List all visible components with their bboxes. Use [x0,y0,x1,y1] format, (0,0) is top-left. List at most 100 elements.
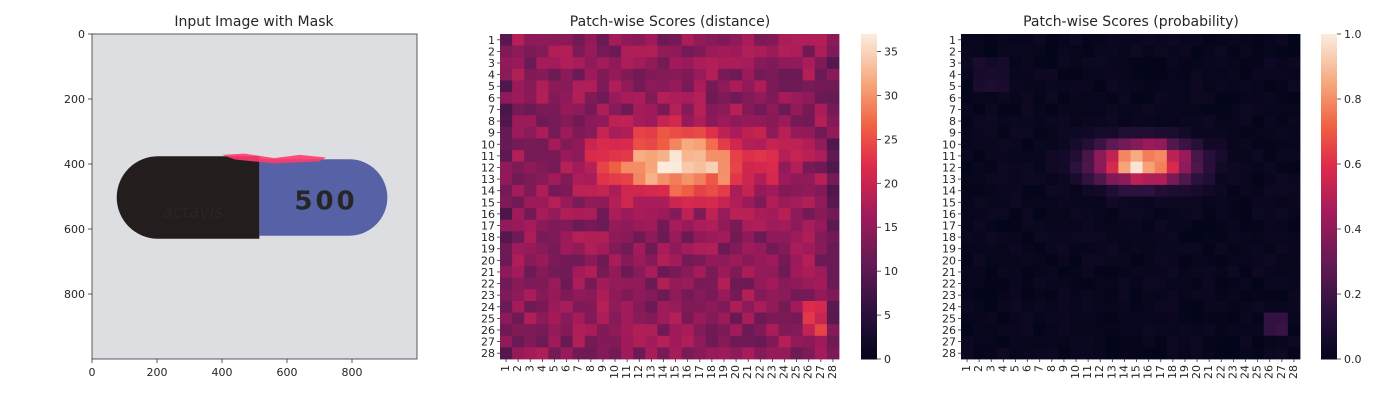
colorbar-segment [1321,199,1337,204]
colorbar-tick-label: 25 [884,133,898,146]
heatmap-cell [1057,92,1071,105]
heatmap-cell [1287,45,1301,58]
heatmap-cell [536,231,549,244]
heatmap-cell [814,347,828,360]
heatmap-cell [961,68,974,81]
heatmap-cell [596,173,610,186]
heatmap-cell [560,347,574,360]
heatmap-cell [985,196,998,209]
heatmap-cell [608,231,622,244]
heatmap-cell [1203,150,1216,163]
heatmap-cell [730,103,743,116]
heatmap-cell [1154,335,1168,348]
heatmap-cell [961,196,974,209]
heatmap-cell [1263,242,1277,255]
heatmap-cell [1287,242,1301,255]
heatmap-cell [1203,115,1216,128]
heatmap-cell [621,219,634,232]
heatmap-cell [754,45,767,58]
heatmap-cell [1166,80,1180,93]
heatmap-cell [1057,80,1071,93]
heatmap-cell [973,231,986,244]
heatmap-cell [1106,184,1119,197]
panel-title-input-image: Input Image with Mask [174,14,334,30]
heatmap-cell [572,324,586,337]
heatmap-cell [633,173,646,186]
heatmap-cell [1106,335,1119,348]
heatmap-cell [742,277,755,290]
heatmap-cell [1227,347,1240,360]
heatmap-cell [826,277,840,290]
heatmap-cell [1118,150,1131,163]
y-tick-label: 200 [64,93,85,106]
heatmap-cell [1033,196,1047,209]
x-tick-label: 5 [1008,365,1021,372]
heatmap-cell [1069,161,1083,174]
colorbar-segment [861,154,877,158]
x-tick-label: 20 [729,365,742,379]
heatmap-cell [766,115,779,128]
heatmap-cell [1215,80,1228,93]
heatmap-cell [645,300,658,313]
heatmap-cell [1094,300,1107,313]
heatmap-cell [1142,300,1156,313]
colorbar-segment [861,320,877,324]
heatmap-cell [1094,347,1107,360]
heatmap-cell [1239,289,1252,302]
heatmap-cell [1057,219,1071,232]
heatmap-cell [560,57,574,70]
colorbar-tick-label: 35 [884,46,898,59]
heatmap-cell [572,231,586,244]
heatmap-cell [1239,266,1252,279]
heatmap-cell [705,324,719,337]
heatmap-cell [1045,324,1059,337]
heatmap-cell [1021,138,1035,151]
heatmap-cell [997,68,1010,81]
heatmap-cell [1057,115,1071,128]
heatmap-cell [524,347,537,360]
heatmap-cell [1191,80,1204,93]
heatmap-cell [633,242,646,255]
heatmap-cell [826,92,840,105]
heatmap-cell [1239,57,1252,70]
heatmap-cell [1094,103,1107,116]
heatmap-cell [778,277,791,290]
heatmap-cell [705,115,719,128]
heatmap-cell [693,173,707,186]
heatmap-cell [717,219,731,232]
heatmap-cell [985,161,998,174]
heatmap-cell [1251,45,1265,58]
heatmap-cell [1094,161,1107,174]
heatmap-cell [548,289,561,302]
heatmap-cell [596,289,610,302]
heatmap-cell [1057,103,1071,116]
heatmap-cell [1009,242,1022,255]
colorbar-segment [861,177,877,181]
colorbar-segment [1321,216,1337,220]
heatmap-cell [584,34,598,47]
heatmap-cell [1203,231,1216,244]
heatmap-cell [973,126,986,139]
colorbar-segment [1321,118,1337,123]
heatmap-cell [1275,196,1289,209]
y-tick-label: 8 [949,115,956,128]
heatmap-cell [705,138,719,151]
y-tick-label: 23 [942,289,956,302]
heatmap-cell [1251,254,1265,267]
colorbar-segment [1321,160,1337,165]
heatmap-cell [1069,277,1083,290]
heatmap-cell [705,57,719,70]
x-tick-label: 13 [644,365,657,379]
heatmap-cell [985,80,998,93]
colorbar-segment [861,323,877,327]
heatmap-cell [1287,254,1301,267]
colorbar-segment [861,287,877,292]
heatmap-cell [1287,347,1301,360]
heatmap-cell [1275,289,1289,302]
heatmap-cell [608,126,622,139]
heatmap-cell [961,150,974,163]
heatmap-cell [608,196,622,209]
heatmap-cell [1021,184,1035,197]
heatmap-cell [681,312,695,325]
heatmap-cell [1033,335,1047,348]
